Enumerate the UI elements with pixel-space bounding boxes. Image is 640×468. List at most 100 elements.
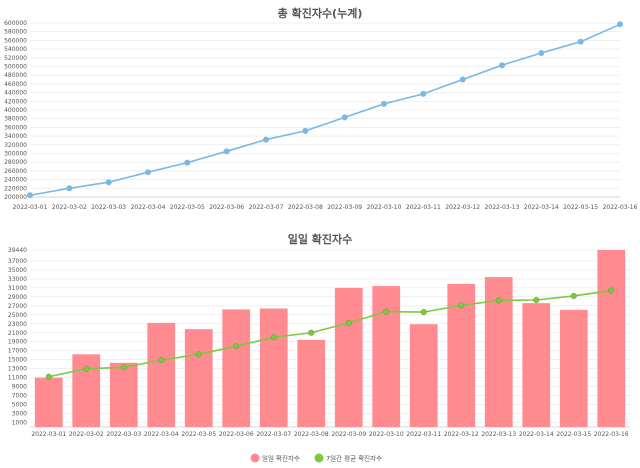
chart2-y-tick-label: 23000 (8, 321, 27, 328)
chart2-bar (522, 303, 551, 427)
chart2-bar (222, 309, 251, 427)
chart1-data-point (617, 21, 623, 28)
chart1-x-tick-label: 2022-03-01 (13, 204, 48, 211)
chart1-x-tick-label: 2022-03-05 (170, 204, 205, 211)
chart1-y-tick-label: 260000 (4, 168, 27, 175)
chart1-data-point (263, 136, 269, 143)
chart1-y-tick-label: 200000 (4, 194, 27, 201)
chart1-y-tick-label: 580000 (4, 29, 27, 36)
chart2-y-tick-label: 27000 (8, 303, 27, 310)
chart1-data-point (105, 179, 112, 186)
chart2-avg-point (383, 308, 390, 315)
chart2-avg-point (420, 309, 427, 316)
chart1-x-tick-label: 2022-03-16 (603, 204, 638, 211)
chart2-bar (597, 250, 626, 427)
chart2-y-tick-label: 31000 (8, 285, 27, 292)
chart2-avg-point (233, 343, 240, 350)
chart2-y-tick-label: 33000 (8, 276, 27, 283)
chart2-x-tick-label: 2022-03-12 (444, 431, 479, 438)
chart2-avg-point (308, 329, 315, 336)
chart2-x-tick-label: 2022-03-16 (594, 431, 629, 438)
chart1-x-tick-label: 2022-03-04 (131, 204, 166, 211)
legend-bar-swatch (250, 453, 260, 463)
chart2-avg-point (533, 296, 540, 304)
chart2-bar (72, 354, 101, 427)
chart2-y-tick-label: 29000 (8, 294, 27, 301)
chart1-series-line (29, 23, 621, 197)
chart2-avg-point (458, 302, 465, 309)
chart1-data-point (381, 100, 387, 107)
chart1-data-point (66, 185, 73, 192)
chart1-y-tick-label: 220000 (4, 185, 27, 192)
chart2-x-tick-label: 2022-03-03 (106, 431, 141, 438)
chart1-data-point (459, 76, 466, 83)
legend-line-swatch (314, 453, 324, 463)
chart2-y-tick-label: 13000 (8, 366, 27, 373)
chart2-avg-point (570, 292, 577, 300)
chart2-bar (184, 329, 213, 427)
chart2-avg-point (83, 365, 90, 372)
chart1-y-tick-label: 240000 (4, 177, 27, 184)
chart1-y-tick-label: 500000 (4, 64, 27, 71)
chart1-data-point (499, 62, 505, 69)
chart2-x-tick-label: 2022-03-01 (31, 431, 66, 438)
chart2-x-tick-label: 2022-03-10 (369, 431, 404, 438)
chart2-x-tick-label: 2022-03-09 (331, 431, 366, 438)
chart1-x-tick-label: 2022-03-12 (445, 204, 480, 211)
chart1-data-point (420, 90, 427, 97)
chart2-bar (109, 362, 138, 427)
chart2-y-tick-label: 39440 (8, 247, 27, 254)
chart1-data-point (223, 148, 230, 155)
chart2-bar (559, 309, 588, 427)
chart2-avg-point (345, 319, 352, 326)
chart2-avg-point (120, 364, 127, 371)
chart2-bar (259, 308, 288, 427)
chart2-y-tick-label: 5000 (12, 402, 27, 409)
chart1-data-point (145, 169, 151, 176)
chart1-y-tick-label: 460000 (4, 81, 27, 88)
chart2-y-tick-label: 25000 (8, 312, 27, 319)
chart1-y-tick-label: 480000 (4, 72, 27, 79)
chart1-x-tick-label: 2022-03-06 (209, 204, 244, 211)
chart1-y-tick-label: 300000 (4, 151, 27, 158)
chart1-x-tick-label: 2022-03-03 (91, 204, 126, 211)
chart2-avg-point (158, 357, 165, 364)
chart1-data-point (538, 50, 545, 57)
chart2-title: 일일 확진자수 (287, 233, 353, 246)
chart2-bar (372, 286, 401, 427)
chart1-y-tick-label: 560000 (4, 37, 27, 44)
chart2-avg-point (45, 373, 52, 380)
chart2-avg-point (195, 351, 202, 358)
legend-bar-label: 일일 확진자수 (262, 454, 300, 463)
chart2-bar (334, 287, 363, 427)
chart1-x-tick-label: 2022-03-13 (485, 204, 520, 211)
chart1-data-point (302, 127, 309, 134)
chart1-x-tick-label: 2022-03-08 (288, 204, 323, 211)
chart2-y-tick-label: 1000 (12, 420, 27, 427)
chart2-avg-point (270, 334, 277, 341)
chart2-avg-point (608, 287, 615, 294)
chart2-y-tick-label: 17000 (8, 348, 27, 355)
chart1-y-tick-label: 600000 (4, 20, 27, 27)
chart2-x-tick-label: 2022-03-08 (294, 431, 329, 438)
chart1-data-point (184, 159, 191, 166)
chart1-y-tick-label: 320000 (4, 142, 27, 149)
chart2-y-tick-label: 9000 (12, 384, 27, 391)
chart2-bar (297, 339, 326, 427)
chart1-y-tick-label: 540000 (4, 46, 27, 53)
chart2-x-tick-label: 2022-03-07 (256, 431, 291, 438)
chart2-y-tick-label: 21000 (8, 330, 27, 337)
chart1-data-point (27, 192, 33, 199)
chart2-avg-line (48, 289, 612, 378)
chart2-x-tick-label: 2022-03-13 (481, 431, 516, 438)
chart2-x-tick-label: 2022-03-11 (406, 431, 441, 438)
chart2-y-tick-label: 37000 (8, 258, 27, 265)
chart2-x-tick-label: 2022-03-15 (556, 431, 591, 438)
chart1-x-tick-label: 2022-03-11 (406, 204, 441, 211)
chart1-y-tick-label: 380000 (4, 116, 27, 123)
chart2-y-tick-label: 35000 (8, 267, 27, 274)
chart2-avg-point (495, 297, 502, 304)
chart1-x-tick-label: 2022-03-02 (52, 204, 87, 211)
chart2-x-tick-label: 2022-03-02 (69, 431, 104, 438)
chart1-y-tick-label: 280000 (4, 159, 27, 166)
